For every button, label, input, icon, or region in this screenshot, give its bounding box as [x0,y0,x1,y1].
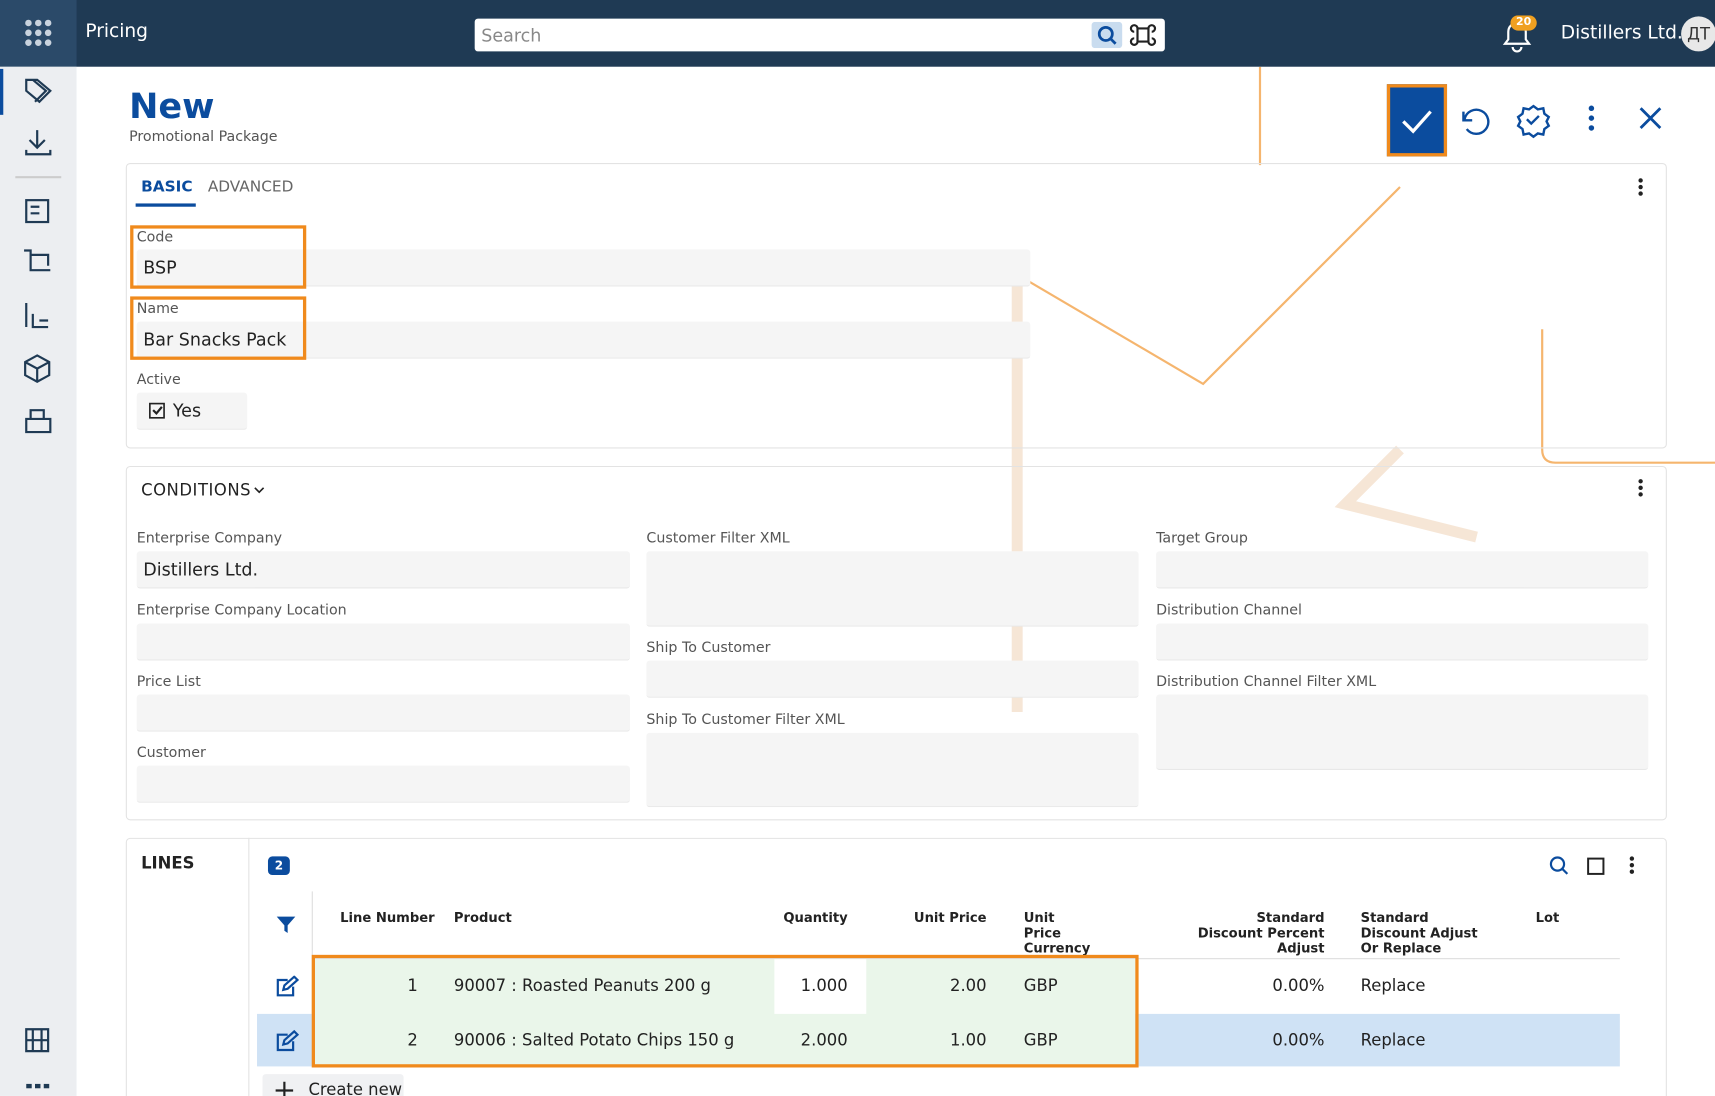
table-cell: 90006 : Salted Potato Chips 150 g [453,1030,735,1050]
cell-edit[interactable] [774,959,867,1014]
active-field[interactable]: Yes [136,392,248,430]
divider [248,837,250,1096]
table-cell: GBP [1023,975,1058,996]
field-label: Active [136,371,181,389]
app-title: Pricing [85,20,148,43]
textarea[interactable] [646,732,1139,808]
filter-icon[interactable] [273,914,299,936]
sidebar [0,66,77,1096]
field[interactable] [136,765,630,803]
create-label: Create new [308,1079,403,1096]
row-edit-icons[interactable] [273,975,300,1053]
highlight [311,954,1139,1068]
column-header[interactable]: Quantity [783,910,848,926]
field-value: Bar Snacks Pack [143,329,287,350]
field[interactable] [136,623,630,661]
table-cell: 2 [407,1030,418,1050]
field[interactable] [646,660,1139,698]
notification-count: 20 [1515,16,1532,29]
save-button[interactable] [1386,84,1448,157]
field-label: Distribution Channel [1156,602,1302,620]
highlight [130,225,307,289]
table-tools[interactable] [1547,853,1645,879]
tab[interactable]: ADVANCED [207,178,294,196]
field[interactable] [1156,623,1649,661]
table-cell: 90007 : Roasted Peanuts 200 g [453,975,711,996]
name-field[interactable] [136,321,1031,359]
table-cell: Replace [1360,975,1426,996]
sidebar-icons [0,68,62,1089]
check-icon [1402,110,1432,134]
textarea[interactable] [1156,694,1649,770]
app-launcher[interactable] [0,0,77,67]
search-placeholder: Search [481,25,542,46]
more-icon[interactable] [1634,478,1647,500]
conditions-card [125,465,1667,821]
tab-underline [135,203,196,207]
field-label: Enterprise Company [136,530,283,547]
field-value: BSP [143,257,177,278]
field-label: Name [136,300,179,318]
field-label: Customer [136,744,206,762]
field-label: Distribution Channel Filter XML [1156,673,1377,691]
table-cell: 1.000 [800,975,848,996]
column-header[interactable]: Product [453,910,512,926]
toolbar-icons[interactable] [1455,98,1674,142]
more-icon[interactable] [1634,177,1647,199]
field-label: Ship To Customer Filter XML [646,712,845,729]
chevron [254,487,265,494]
tab[interactable]: BASIC [141,178,193,196]
table-cell: 0.00% [1272,1030,1325,1050]
count-badge: 2 [267,856,290,875]
divider [311,958,1620,960]
checkbox[interactable] [149,402,167,421]
field-label: Customer Filter XML [646,530,790,547]
field-label: Code [136,229,174,247]
company-name: Distillers Ltd. [1560,21,1683,44]
search-icons [1091,21,1157,49]
field-label: Price List [136,673,201,691]
grid-icon [25,19,52,46]
textarea[interactable] [646,551,1139,627]
field[interactable]: Distillers Ltd. [136,551,630,589]
basic-card [125,162,1667,449]
column-header[interactable]: Standard Discount Percent Adjust [1197,910,1325,956]
section-title[interactable]: CONDITIONS [141,480,252,500]
column-header[interactable]: Unit Price [913,910,987,926]
column-header[interactable]: Lot [1535,910,1560,926]
code-field[interactable] [136,249,1031,287]
column-header[interactable]: Line Number [340,910,435,926]
field-label: Target Group [1156,530,1248,547]
table-cell: 1.00 [950,1030,987,1050]
plus-icon [275,1081,294,1096]
column-header[interactable]: Standard Discount Adjust Or Replace [1360,910,1478,956]
highlight-bg [315,959,1136,1067]
column-header[interactable]: Unit Price Currency [1023,910,1091,956]
search-box[interactable]: Search [474,18,1165,52]
table-cell: GBP [1023,1030,1058,1050]
table-cell: 2.00 [950,975,987,996]
field-value: Yes [172,400,202,422]
page-subtitle: Promotional Package [129,129,278,146]
field-label: Ship To Customer [646,639,771,657]
table-cell: 2.000 [800,1030,848,1050]
section-title: LINES [141,853,195,873]
notifications[interactable] [1498,15,1542,53]
field-value: Distillers Ltd. [143,558,259,580]
highlight [130,296,307,360]
page-title: New [129,85,215,127]
table-cell: 0.00% [1272,975,1325,996]
lines-card [125,837,1667,1096]
table-cell: 1 [407,975,418,996]
field[interactable] [1156,551,1649,589]
table-cell: Replace [1360,1030,1426,1050]
field[interactable] [136,694,630,732]
create-button[interactable]: Create new [262,1074,404,1096]
avatar[interactable]: ДТ [1681,16,1715,52]
field-label: Enterprise Company Location [136,602,347,620]
